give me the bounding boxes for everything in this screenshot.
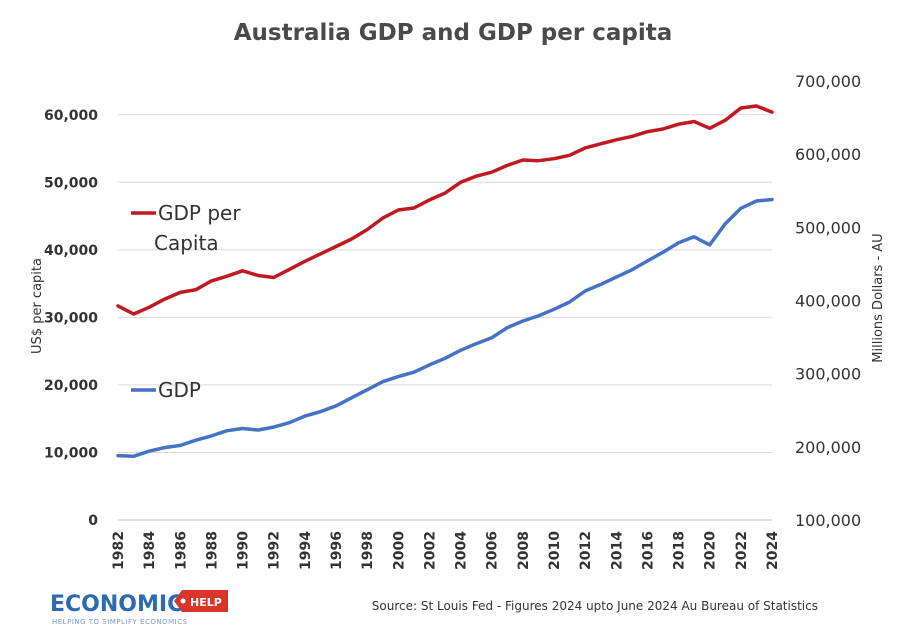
legend-label-gdp-per-capita-line2: Capita: [154, 231, 219, 255]
x-tick-label: 1990: [236, 531, 252, 570]
legend-label-gdp-per-capita-line1: GDP per: [158, 201, 241, 225]
x-tick-label: 1984: [142, 531, 158, 570]
x-tick-label: 2000: [391, 531, 407, 570]
right-axis-ticks: 100,000 200,000 300,000 400,000 500,000 600,0…: [795, 72, 861, 530]
left-axis-ticks: 0 10,000 20,000 30,000 40,000 50,000 60,000: [44, 108, 98, 529]
left-tick-label: 10,000: [44, 445, 98, 461]
x-tick-label: 1994: [298, 531, 314, 570]
right-axis-label: Millions Dollars - AU: [871, 233, 886, 362]
economics-help-logo: ECONOMICS HELP HELPING TO SIMPLIFY ECONO…: [50, 590, 228, 626]
series-line-gdp-per-capita: [116, 104, 774, 316]
x-tick-label: 1988: [204, 531, 220, 570]
x-tick-label: 2018: [672, 531, 688, 570]
logo-tagline: HELPING TO SIMPLIFY ECONOMICS: [52, 618, 188, 626]
legend-gdp-per-capita: GDP per Capita: [131, 201, 241, 255]
right-tick-label: 600,000: [795, 145, 861, 164]
right-tick-label: 400,000: [795, 292, 861, 311]
x-tick-label: 2008: [516, 531, 532, 570]
logo-badge-hole: [180, 598, 186, 604]
x-tick-label: 1996: [329, 531, 345, 570]
right-tick-label: 700,000: [795, 72, 861, 91]
left-tick-label: 30,000: [44, 310, 98, 326]
x-tick-label: 2020: [703, 531, 719, 570]
x-tick-label: 2024: [765, 531, 781, 570]
left-tick-label: 60,000: [44, 108, 98, 124]
left-tick-label: 0: [88, 513, 98, 529]
x-tick-label: 2014: [609, 531, 625, 570]
x-tick-label: 2006: [485, 531, 501, 570]
left-tick-label: 20,000: [44, 378, 98, 394]
x-tick-label: 2016: [640, 531, 656, 570]
legend-gdp: GDP: [131, 378, 201, 402]
logo-badge-text: HELP: [190, 596, 222, 609]
series-layer: [116, 104, 774, 459]
x-axis-ticks: 1982 1984 1986 1988 1990 1992 1994 1996 1998 2000…: [111, 531, 781, 570]
x-tick-label: 2004: [454, 531, 470, 570]
legend-label-gdp: GDP: [158, 378, 201, 402]
series-line-gdp: [116, 197, 774, 459]
x-tick-label: 2012: [578, 531, 594, 570]
x-tick-label: 1982: [111, 531, 127, 570]
x-tick-label: 2022: [734, 531, 750, 570]
gridlines: [118, 114, 772, 521]
logo-badge-shape: [174, 590, 228, 612]
right-tick-label: 200,000: [795, 438, 861, 457]
source-note: Source: St Louis Fed - Figures 2024 upto…: [372, 599, 818, 613]
x-tick-label: 2010: [547, 531, 563, 570]
right-tick-label: 300,000: [795, 365, 861, 384]
chart-title: Australia GDP and GDP per capita: [234, 20, 672, 46]
left-tick-label: 50,000: [44, 175, 98, 191]
x-tick-label: 2002: [422, 531, 438, 570]
x-tick-label: 1992: [267, 531, 283, 570]
x-tick-label: 1986: [173, 531, 189, 570]
x-tick-label: 1998: [360, 531, 376, 570]
right-tick-label: 500,000: [795, 218, 861, 237]
left-tick-label: 40,000: [44, 243, 98, 259]
left-axis-label: US$ per capita: [30, 258, 45, 354]
right-tick-label: 100,000: [795, 511, 861, 530]
logo-main-text: ECONOMICS: [50, 592, 199, 617]
